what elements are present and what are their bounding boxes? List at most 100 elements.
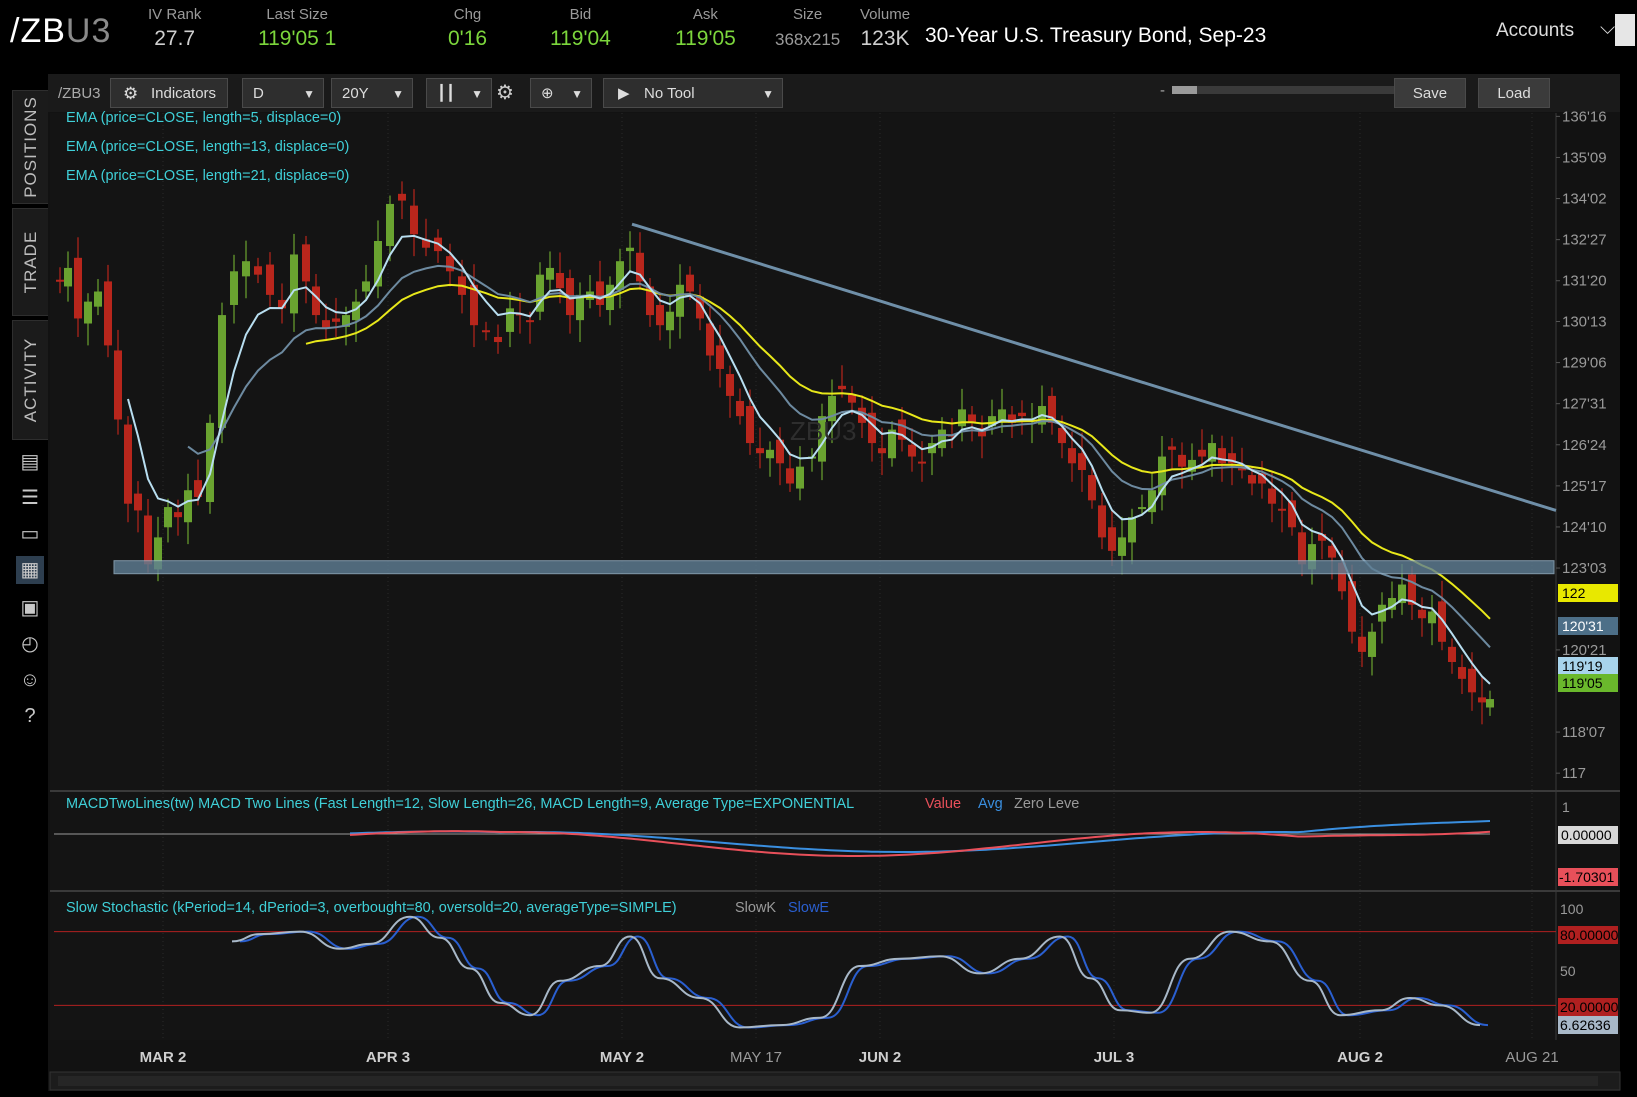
candle-up <box>230 271 238 305</box>
candle-down <box>656 304 664 326</box>
candle-up <box>626 247 634 252</box>
tab-trade[interactable]: TRADE <box>12 208 50 316</box>
candle-up <box>998 409 1006 422</box>
study-label-ema3: EMA (price=CLOSE, length=21, displace=0) <box>66 168 349 184</box>
candle-up <box>218 315 226 428</box>
candle-down <box>1008 414 1016 423</box>
drawing-tool-select[interactable]: ▶ No Tool ▼ <box>603 78 783 108</box>
scrollbar-track <box>58 1076 1598 1086</box>
candle-down <box>706 323 714 356</box>
candle-down <box>968 414 976 423</box>
drawing-set-select[interactable]: ⊕ ▼ <box>530 78 592 108</box>
news-icon[interactable]: ▤ <box>20 451 40 473</box>
globe-icon: ⊕ <box>541 85 554 102</box>
price-badge: 120'31 <box>1558 617 1618 635</box>
date-tick-label: JUL 3 <box>1094 1049 1135 1066</box>
symbol-field[interactable]: /ZBU3 <box>10 12 111 51</box>
date-tick-label: MAY 17 <box>730 1049 782 1066</box>
support-zone <box>113 560 1555 575</box>
price-tick-label: 125'17 <box>1562 478 1607 495</box>
trend-line <box>631 222 1557 512</box>
candle-down <box>494 336 502 343</box>
candle-up <box>94 291 102 307</box>
candle-down <box>104 281 112 346</box>
chevron-down-icon[interactable]: ⌵ <box>1600 17 1616 39</box>
zoom-slider-thumb[interactable] <box>1172 86 1197 94</box>
clock-icon[interactable]: ◴ <box>21 633 39 655</box>
candle-up <box>928 443 936 454</box>
stoch-os-badge: 20.00000 <box>1560 999 1619 1015</box>
candle-down <box>1318 534 1326 541</box>
candle-down <box>1258 473 1266 484</box>
gear-icon: ⚙ <box>123 84 139 103</box>
zoom-slider[interactable] <box>1172 86 1402 94</box>
macd-value-label: Value <box>925 796 961 812</box>
toolbar-symbol[interactable]: /ZBU3 <box>58 85 101 102</box>
macd-value-line <box>349 830 1491 857</box>
candle-down <box>332 318 340 322</box>
macd-avg-label: Avg <box>978 796 1003 812</box>
candle-up <box>506 308 514 332</box>
candle-up <box>1118 537 1126 556</box>
settings-gear-icon[interactable]: ⚙ <box>496 82 514 104</box>
candle-down <box>114 350 122 420</box>
stochastic-title: Slow Stochastic (kPeriod=14, dPeriod=3, … <box>66 900 677 916</box>
date-tick-label: AUG 21 <box>1505 1049 1558 1066</box>
accounts-menu[interactable]: Accounts <box>1496 20 1575 41</box>
candle-up <box>1138 507 1146 510</box>
candle-down <box>646 286 654 316</box>
left-sidebar: POSITIONS TRADE ACTIVITY ▤ ☰ ▭ ▦ ▣ ◴ ☺ ? <box>0 70 50 1097</box>
stochastic-pane <box>54 915 1556 1029</box>
price-tick-label: 123'03 <box>1562 560 1607 577</box>
candle-up <box>576 294 584 321</box>
tv-icon[interactable]: ▭ <box>20 523 40 545</box>
help-icon[interactable]: ? <box>24 705 36 727</box>
candle-down <box>848 394 856 403</box>
candle-down <box>686 274 694 292</box>
quote-iv-rank: IV Rank 27.7 <box>148 6 202 50</box>
quote-volume: Volume 123K <box>860 6 911 50</box>
candle-down <box>1058 427 1066 444</box>
candle-up <box>958 409 966 427</box>
candle-down <box>1328 545 1336 558</box>
study-labels: EMA (price=CLOSE, length=5, displace=0) E… <box>66 110 1079 916</box>
candle-down <box>124 424 132 504</box>
date-tick-label: APR 3 <box>366 1049 410 1066</box>
indicators-button[interactable]: ⚙ Indicators <box>110 78 228 108</box>
price-tick-label: 117 <box>1562 765 1586 782</box>
price-tick-label: 126'24 <box>1562 437 1607 454</box>
save-button[interactable]: Save <box>1394 78 1466 108</box>
timeframe-select[interactable]: 20Y ▼ <box>331 78 413 108</box>
symbol-main: /ZB <box>10 12 66 50</box>
panel-toggle[interactable] <box>1615 14 1635 46</box>
candle-down <box>1108 527 1116 551</box>
candle-down <box>302 244 310 282</box>
candle-down <box>526 320 534 323</box>
quote-bid: Bid 119'04 <box>550 6 611 50</box>
zoom-out-button[interactable]: - <box>1160 82 1165 99</box>
cursor-icon: ▶ <box>618 85 630 102</box>
chart-grid <box>50 113 1620 1040</box>
price-tick-label: 135'09 <box>1562 149 1607 166</box>
chevron-down-icon: ▼ <box>471 87 483 101</box>
candle-down <box>918 461 926 464</box>
stoch-val-badge: 6.62636 <box>1560 1017 1611 1033</box>
candle-down <box>786 468 794 484</box>
price-tick-label: 132'27 <box>1562 232 1607 249</box>
chevron-down-icon: ▼ <box>392 87 404 101</box>
grid-icon[interactable]: ▣ <box>20 597 40 619</box>
watchlist-icon[interactable]: ☰ <box>21 487 39 509</box>
tab-activity[interactable]: ACTIVITY <box>12 320 50 440</box>
candle-down <box>1358 636 1366 652</box>
chart-icon[interactable]: ▦ <box>16 556 44 584</box>
load-button[interactable]: Load <box>1478 78 1550 108</box>
stoch-os-badge-bg <box>1558 998 1618 1016</box>
aggregation-select[interactable]: D ▼ <box>242 78 324 108</box>
candle-up <box>290 254 298 314</box>
candle-down <box>1288 500 1296 528</box>
chart-style-select[interactable]: ┃┃ ▼ <box>426 78 492 108</box>
price-tick-label: 127'31 <box>1562 396 1607 413</box>
people-icon[interactable]: ☺ <box>19 669 41 691</box>
